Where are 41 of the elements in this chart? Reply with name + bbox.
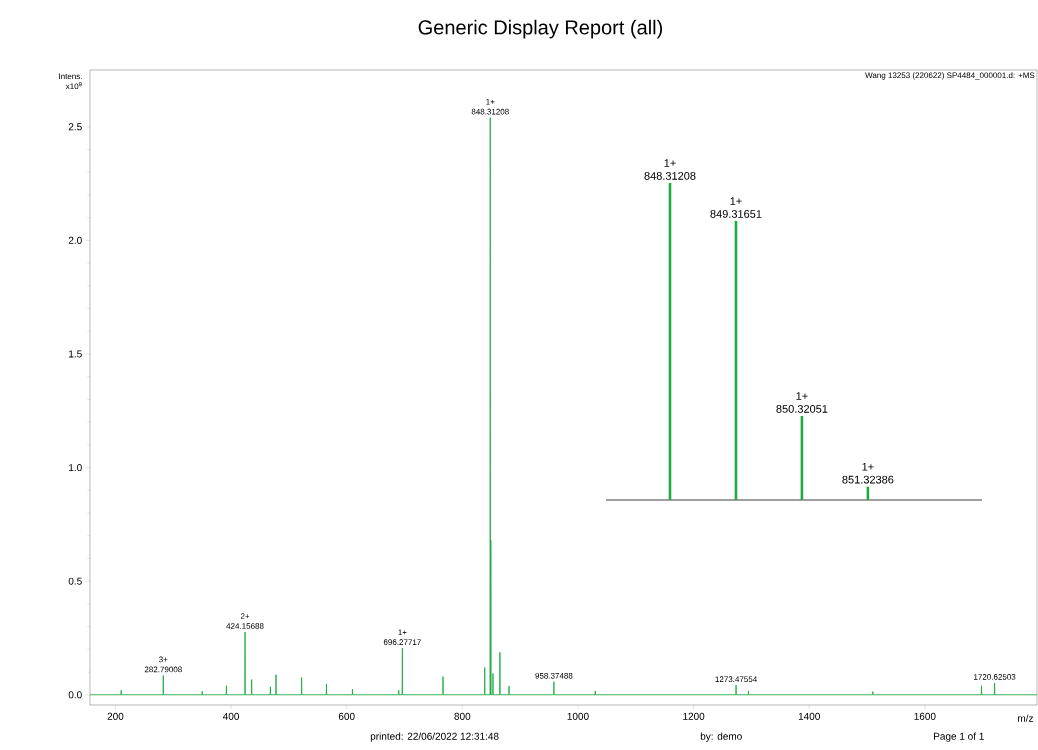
line-series <box>89 117 1038 696</box>
text: by: demo <box>700 732 742 742</box>
x-tick-label: 1000 <box>567 712 589 720</box>
annotation: 958.37488 <box>535 672 573 679</box>
y-tick-label: 0.5 <box>68 577 82 585</box>
annotation: 848.31208 <box>644 172 696 180</box>
y-axis-title: Intens. x10$^{9}$ <box>59 73 82 90</box>
annotation: 424.15688 <box>226 623 264 629</box>
annotation: 849.31651 <box>710 210 762 218</box>
text: printed: 22/06/2022 12:31:48 <box>370 732 499 742</box>
annotation: 696.27717 <box>383 639 421 645</box>
annotation: 1273.47554 <box>715 676 757 683</box>
y-tick-label: 2.0 <box>68 236 82 244</box>
x-tick-label: 200 <box>107 712 124 720</box>
annotation: 1+ <box>664 159 676 167</box>
annotation: 282.79008 <box>144 666 182 673</box>
annotation: 848.31208 <box>471 108 509 115</box>
x-tick-label: 600 <box>338 712 355 720</box>
y-tick-label: 2.5 <box>68 123 82 131</box>
y-tick-label: 0.0 <box>68 691 82 699</box>
annotation: 1+ <box>796 392 808 400</box>
x-tick-label: 1600 <box>914 712 936 720</box>
annotation: 2+ <box>240 613 250 619</box>
x-axis-title: m/z <box>1018 714 1033 722</box>
annotation: 1+ <box>486 99 495 105</box>
x-tick-label: 1200 <box>683 712 705 720</box>
text: Page 1 of 1 <box>934 732 984 742</box>
annotation: 1+ <box>730 197 742 205</box>
x-tick-label: 800 <box>454 712 471 720</box>
annotation: 850.32051 <box>776 405 828 413</box>
y-tick-label: 1.5 <box>69 350 82 358</box>
annotation: 1+ <box>398 629 407 635</box>
annotation: 1720.62503 <box>974 674 1016 680</box>
annotation: 3+ <box>159 656 168 663</box>
x-tick-label: 1400 <box>798 712 820 720</box>
annotation: Wang 13253 (220622) SP4484_000001.d: +MS <box>865 72 1035 80</box>
chart-title: Generic Display Report (all) <box>418 19 663 39</box>
y-tick-label: 1.0 <box>69 464 82 472</box>
annotation: 1+ <box>862 462 874 471</box>
x-tick-label: 400 <box>222 712 240 720</box>
annotation: 851.32386 <box>842 475 894 484</box>
